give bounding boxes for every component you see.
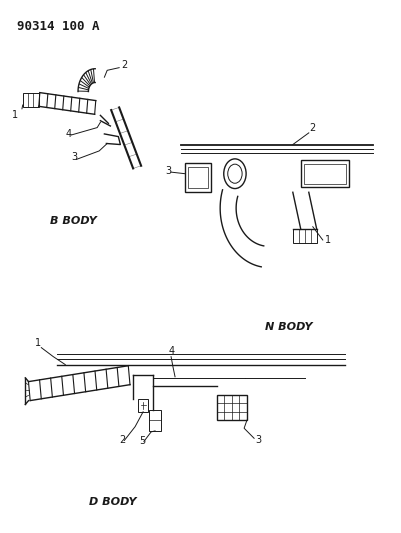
Text: N BODY: N BODY bbox=[264, 322, 312, 332]
Bar bbox=[292, 229, 316, 243]
Text: 1: 1 bbox=[324, 235, 330, 245]
Bar bbox=[23, 93, 38, 108]
Bar bbox=[300, 160, 348, 187]
Text: 3: 3 bbox=[254, 434, 260, 445]
Text: 4: 4 bbox=[169, 346, 175, 356]
Text: 2: 2 bbox=[119, 434, 125, 445]
Text: B BODY: B BODY bbox=[50, 216, 96, 226]
Text: 1: 1 bbox=[12, 110, 18, 120]
Text: 5: 5 bbox=[139, 436, 145, 446]
Bar bbox=[138, 399, 148, 412]
Bar bbox=[188, 167, 207, 188]
Text: 2: 2 bbox=[121, 60, 127, 70]
Text: D BODY: D BODY bbox=[89, 497, 137, 507]
Text: 90314 100 A: 90314 100 A bbox=[17, 20, 99, 33]
Bar bbox=[303, 164, 344, 184]
Text: 4: 4 bbox=[65, 128, 71, 139]
Bar bbox=[184, 163, 211, 192]
Text: 1: 1 bbox=[35, 338, 41, 348]
Text: 3: 3 bbox=[71, 152, 77, 163]
Text: 2: 2 bbox=[308, 123, 314, 133]
Text: 3: 3 bbox=[165, 166, 171, 176]
Bar bbox=[217, 395, 246, 420]
Bar bbox=[149, 410, 161, 431]
